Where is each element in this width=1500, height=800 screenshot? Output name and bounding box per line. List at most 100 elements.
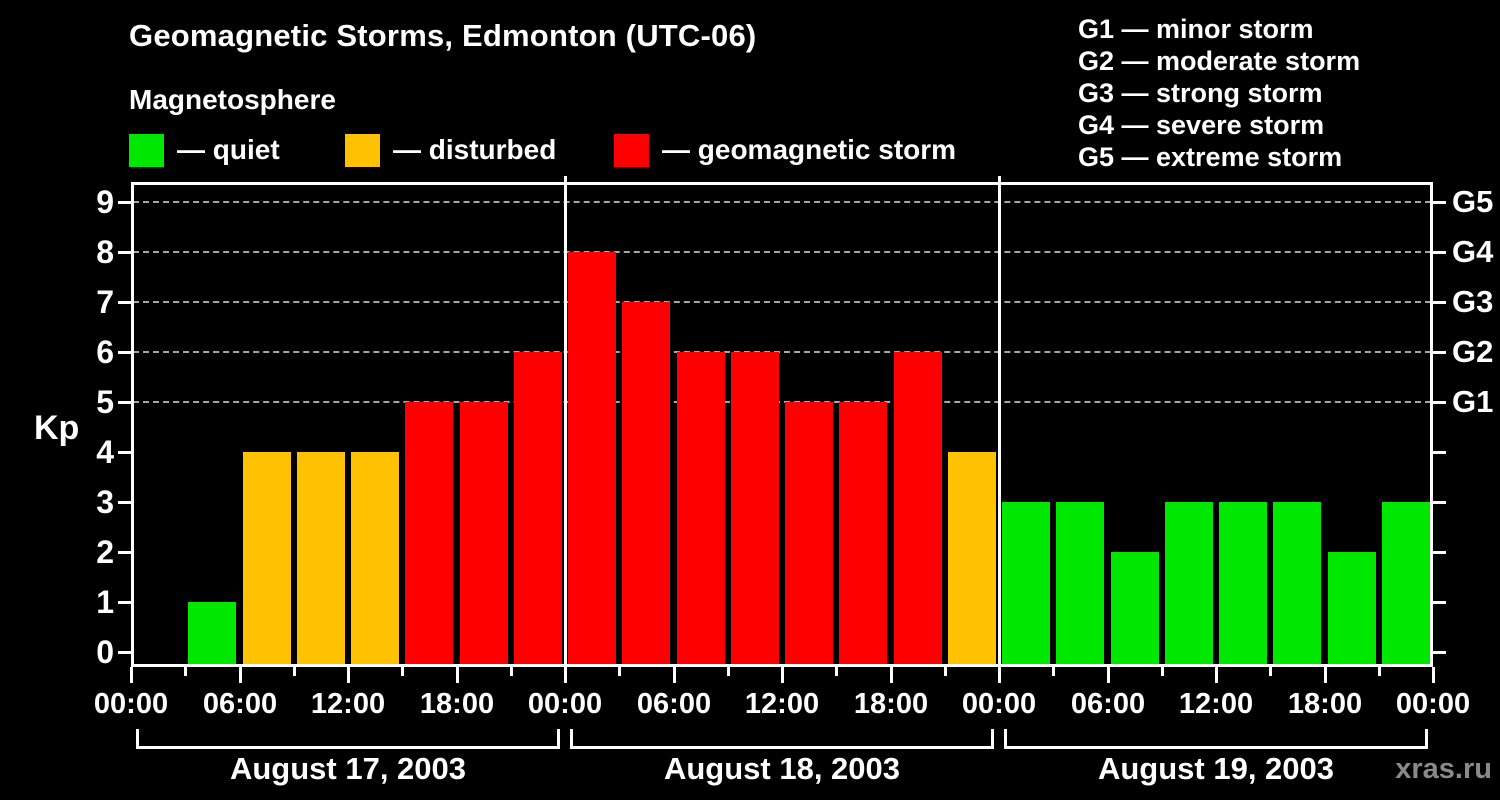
- x-axis-major-tick-22: [1324, 667, 1327, 683]
- x-axis-label-10: 12:00: [1178, 688, 1254, 720]
- x-axis-label-1: 06:00: [202, 688, 278, 720]
- quiet-color-swatch: [129, 133, 164, 167]
- chart-subtitle: Magnetosphere: [129, 84, 336, 115]
- x-axis-label-5: 06:00: [636, 688, 712, 720]
- x-axis-label-3: 18:00: [419, 688, 495, 720]
- x-axis-minor-tick-23: [1378, 667, 1381, 676]
- y-axis-label-7: 7: [96, 284, 114, 320]
- x-axis-minor-tick-1: [184, 667, 187, 676]
- right-axis-tick-4: [1433, 451, 1446, 454]
- bar-day2-12:00: [785, 402, 833, 667]
- y-axis-label-3: 3: [96, 484, 114, 520]
- x-axis-major-tick-4: [347, 667, 350, 683]
- x-axis-major-tick-8: [564, 667, 567, 683]
- y-axis-label-2: 2: [96, 534, 114, 570]
- storm-color-swatch: [614, 133, 649, 167]
- right-axis-tick-6: [1433, 351, 1446, 354]
- y-axis-tick-2: [118, 551, 131, 554]
- date-bracket-day2: [570, 729, 994, 749]
- y-axis-label-0: 0: [96, 634, 114, 670]
- x-axis-label-9: 06:00: [1070, 688, 1146, 720]
- bar-day3-09:00: [1165, 502, 1213, 667]
- right-axis-tick-8: [1433, 251, 1446, 254]
- bar-day3-15:00: [1273, 502, 1321, 667]
- right-axis-label-g5: G5: [1452, 184, 1494, 219]
- bar-day3-18:00: [1328, 552, 1376, 667]
- y-axis-tick-5: [118, 401, 131, 404]
- right-axis-tick-9: [1433, 201, 1446, 204]
- bar-day1-21:00: [514, 352, 562, 667]
- right-axis-tick-2: [1433, 551, 1446, 554]
- x-axis-label-11: 18:00: [1287, 688, 1363, 720]
- x-axis-label-12: 00:00: [1395, 688, 1471, 720]
- x-axis-minor-tick-13: [835, 667, 838, 676]
- date-label-day2: August 18, 2003: [663, 751, 901, 786]
- x-axis-label-6: 12:00: [744, 688, 820, 720]
- bar-day3-21:00: [1382, 502, 1430, 667]
- g2-legend-row: G2 — moderate storm: [1078, 46, 1361, 76]
- y-axis-tick-0: [118, 651, 131, 654]
- day-separator-2: [998, 176, 1001, 667]
- legend-label-disturbed: — disturbed: [393, 134, 557, 165]
- x-axis-minor-tick-21: [1269, 667, 1272, 676]
- y-axis-label-9: 9: [96, 184, 114, 220]
- y-axis-tick-1: [118, 601, 131, 604]
- y-axis-label-6: 6: [96, 334, 114, 370]
- gridline-kp9: [133, 201, 1431, 203]
- bar-day1-12:00: [351, 452, 399, 667]
- x-axis-label-4: 00:00: [527, 688, 603, 720]
- x-axis-minor-tick-3: [293, 667, 296, 676]
- right-axis-label-g4: G4: [1452, 234, 1494, 269]
- bar-day1-09:00: [297, 452, 345, 667]
- bar-day2-00:00: [568, 252, 616, 667]
- gridline-kp8: [133, 251, 1431, 253]
- legend-item-quiet: — quiet: [129, 133, 280, 167]
- bar-day3-03:00: [1056, 502, 1104, 667]
- y-axis-tick-8: [118, 251, 131, 254]
- gridline-kp7: [133, 301, 1431, 303]
- legend-item-storm: — geomagnetic storm: [614, 133, 956, 167]
- bar-day3-06:00: [1111, 552, 1159, 667]
- x-axis-major-tick-2: [239, 667, 242, 683]
- right-axis-tick-0: [1433, 651, 1446, 654]
- bar-day1-03:00: [188, 602, 236, 667]
- x-axis-label-8: 00:00: [961, 688, 1037, 720]
- y-axis-tick-6: [118, 351, 131, 354]
- plot-edge-right: [1430, 182, 1433, 667]
- bar-day2-18:00: [894, 352, 942, 667]
- y-axis-label-1: 1: [96, 584, 114, 620]
- x-axis-major-tick-20: [1215, 667, 1218, 683]
- page-title: Geomagnetic Storms, Edmonton (UTC-06): [129, 18, 757, 53]
- legend-item-disturbed: — disturbed: [345, 133, 556, 167]
- bar-day2-21:00: [948, 452, 996, 667]
- x-axis-minor-tick-17: [1052, 667, 1055, 676]
- legend-label-quiet: — quiet: [177, 134, 280, 165]
- date-bracket-day1: [136, 729, 560, 749]
- bar-day2-09:00: [731, 352, 779, 667]
- date-label-day1: August 17, 2003: [229, 751, 467, 786]
- plot-edge-bottom: [131, 664, 1433, 667]
- x-axis-minor-tick-7: [510, 667, 513, 676]
- y-axis-tick-9: [118, 201, 131, 204]
- day-separator-1: [564, 176, 567, 667]
- x-axis-label-7: 18:00: [853, 688, 929, 720]
- x-axis-major-tick-10: [673, 667, 676, 683]
- x-axis-minor-tick-15: [944, 667, 947, 676]
- x-axis-minor-tick-11: [727, 667, 730, 676]
- x-axis-minor-tick-19: [1161, 667, 1164, 676]
- g4-legend-row: G4 — severe storm: [1078, 110, 1325, 140]
- x-axis-major-tick-14: [890, 667, 893, 683]
- right-axis-tick-1: [1433, 601, 1446, 604]
- bar-day1-18:00: [460, 402, 508, 667]
- x-axis-major-tick-0: [130, 667, 133, 683]
- x-axis-label-0: 00:00: [93, 688, 169, 720]
- bar-day3-00:00: [1002, 502, 1050, 667]
- x-axis-minor-tick-5: [401, 667, 404, 676]
- right-axis-tick-7: [1433, 301, 1446, 304]
- y-axis-label-8: 8: [96, 234, 114, 270]
- y-axis-tick-3: [118, 501, 131, 504]
- bar-day1-15:00: [405, 402, 453, 667]
- g-scale-legend: G1 — minor storm G2 — moderate storm G3 …: [1078, 13, 1360, 173]
- y-axis-tick-4: [118, 451, 131, 454]
